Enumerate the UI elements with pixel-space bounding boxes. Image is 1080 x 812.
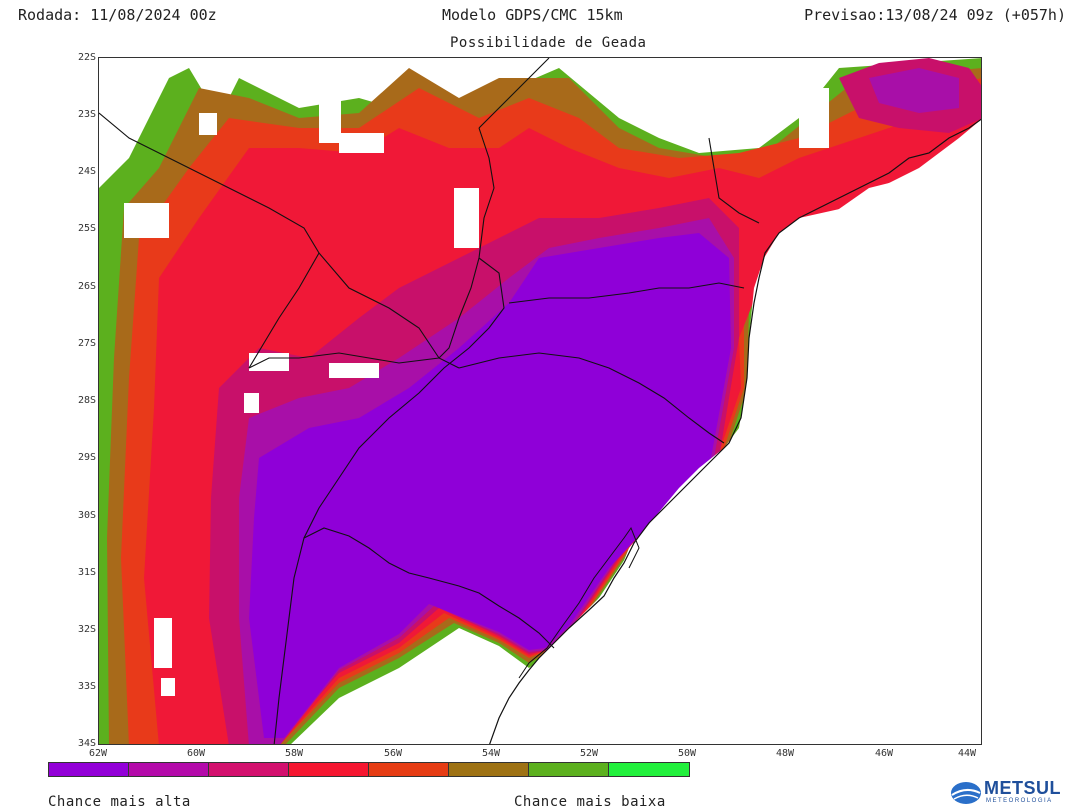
coastline xyxy=(489,118,981,744)
lat-label: 23S xyxy=(77,109,96,120)
frost-map-svg xyxy=(99,58,981,744)
colorbar-segment xyxy=(129,763,209,776)
globe-icon xyxy=(951,782,981,804)
metsul-logo: METSUL METEOROLOGIA xyxy=(950,778,1076,808)
colorbar-segment xyxy=(529,763,609,776)
lon-label: 44W xyxy=(957,748,977,759)
lat-label: 28S xyxy=(77,395,96,406)
lon-label: 54W xyxy=(481,748,501,759)
lat-label: 24S xyxy=(77,166,96,177)
colorbar-label-high: Chance mais alta xyxy=(48,794,191,810)
lon-label: 56W xyxy=(383,748,403,759)
lon-label: 46W xyxy=(874,748,894,759)
lon-label: 62W xyxy=(88,748,108,759)
lon-label: 52W xyxy=(579,748,599,759)
colorbar-segment xyxy=(609,763,689,776)
colorbar xyxy=(48,762,690,777)
colorbar-segment xyxy=(49,763,129,776)
colorbar-segment xyxy=(289,763,369,776)
colorbar-segment xyxy=(209,763,289,776)
logo-text: METSUL xyxy=(984,778,1061,798)
lon-label: 48W xyxy=(775,748,795,759)
lat-label: 31S xyxy=(77,567,96,578)
logo-subtext: METEOROLOGIA xyxy=(986,798,1053,804)
lat-label: 27S xyxy=(77,338,96,349)
lat-label: 29S xyxy=(77,452,96,463)
lon-label: 58W xyxy=(284,748,304,759)
forecast-time-label: Previsao:13/08/24 09z (+057h) xyxy=(804,6,1066,24)
lat-label: 33S xyxy=(77,681,96,692)
lat-label: 32S xyxy=(77,624,96,635)
run-time-label: Rodada: 11/08/2024 00z xyxy=(18,6,217,24)
borders xyxy=(99,58,760,744)
lat-label: 30S xyxy=(77,510,96,521)
field-very-high xyxy=(249,233,731,738)
colorbar-segment xyxy=(449,763,529,776)
model-label: Modelo GDPS/CMC 15km xyxy=(442,6,623,24)
frost-map xyxy=(98,57,982,745)
lat-label: 25S xyxy=(77,223,96,234)
colorbar-label-low: Chance mais baixa xyxy=(514,794,666,810)
ocean-area xyxy=(480,119,981,744)
lat-label: 26S xyxy=(77,281,96,292)
colorbar-segment xyxy=(369,763,449,776)
lat-label: 22S xyxy=(77,52,96,63)
map-subtitle: Possibilidade de Geada xyxy=(450,35,647,51)
lon-label: 50W xyxy=(677,748,697,759)
lat-label: 34S xyxy=(77,738,96,749)
lon-label: 60W xyxy=(186,748,206,759)
